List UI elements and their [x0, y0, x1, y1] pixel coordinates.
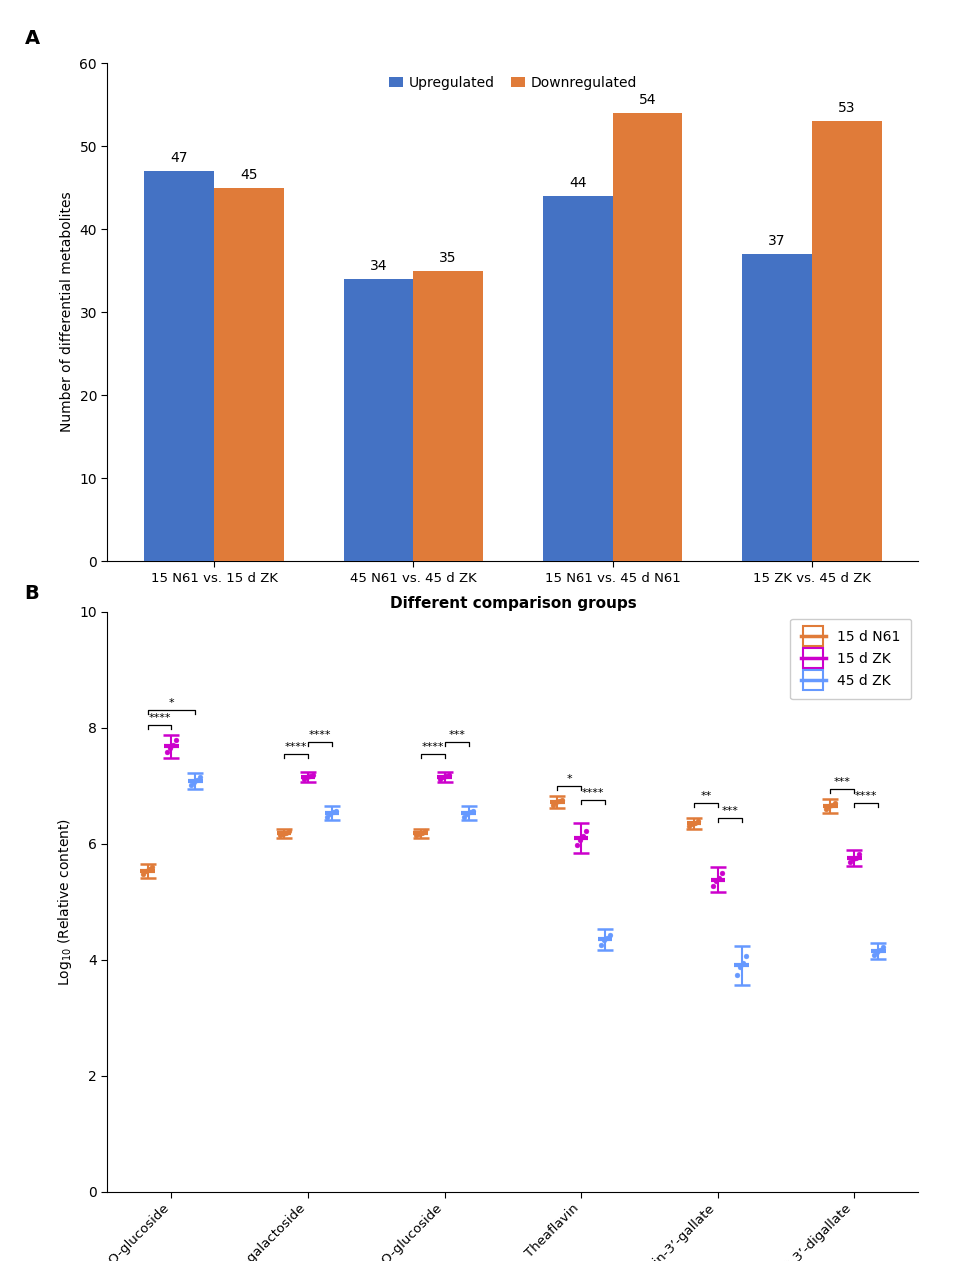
Bar	[812, 121, 881, 561]
Text: 54: 54	[639, 93, 657, 107]
Text: 35: 35	[440, 251, 457, 265]
Text: 44: 44	[569, 177, 586, 190]
Text: *: *	[567, 774, 573, 784]
Text: ****: ****	[309, 730, 331, 740]
Y-axis label: Number of differential metabolites: Number of differential metabolites	[60, 192, 74, 433]
Bar	[145, 171, 214, 561]
Text: ***: ***	[721, 806, 739, 816]
Text: B: B	[24, 584, 39, 603]
Text: 53: 53	[838, 101, 856, 115]
Text: ***: ***	[834, 777, 851, 787]
Y-axis label: Log$_{10}$ (Relative content): Log$_{10}$ (Relative content)	[56, 817, 74, 986]
Bar	[613, 113, 682, 561]
Text: *: *	[169, 699, 174, 709]
Text: 45: 45	[240, 168, 258, 182]
Text: 37: 37	[768, 235, 786, 248]
Text: ***: ***	[448, 730, 465, 740]
Text: ****: ****	[285, 741, 308, 752]
Text: ****: ****	[582, 788, 605, 798]
Bar	[214, 188, 283, 561]
Legend: 15 d N61, 15 d ZK, 45 d ZK: 15 d N61, 15 d ZK, 45 d ZK	[789, 619, 912, 700]
Text: ****: ****	[421, 741, 444, 752]
Text: 47: 47	[170, 151, 188, 165]
X-axis label: Different comparison groups: Different comparison groups	[390, 595, 636, 610]
Text: ****: ****	[855, 791, 877, 801]
Bar	[743, 253, 812, 561]
Text: **: **	[701, 791, 711, 801]
Bar	[543, 195, 613, 561]
Text: A: A	[24, 29, 39, 48]
Text: 34: 34	[369, 259, 387, 274]
Text: ****: ****	[149, 712, 171, 723]
Bar	[413, 271, 483, 561]
Legend: Upregulated, Downregulated: Upregulated, Downregulated	[383, 71, 643, 95]
Bar	[344, 279, 413, 561]
